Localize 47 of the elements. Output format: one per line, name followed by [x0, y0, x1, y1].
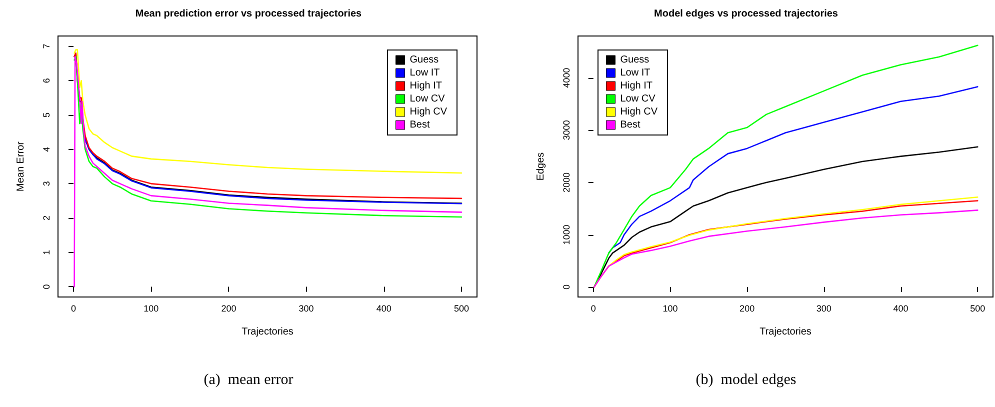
- legend-label: High CV: [410, 106, 448, 118]
- y-tick-label: 3000: [562, 120, 572, 140]
- legend-label: Best: [620, 120, 640, 130]
- legend-label: Best: [410, 120, 430, 130]
- x-tick-label: 400: [376, 304, 392, 314]
- x-tick-label: 200: [221, 304, 236, 314]
- x-tick-label: 0: [590, 304, 596, 314]
- x-axis-title: Trajectories: [760, 326, 812, 338]
- y-tick-label: 4000: [562, 68, 572, 88]
- text: (b) model edges: [694, 372, 798, 389]
- y-tick-label: 0: [42, 284, 52, 290]
- text: (a) mean error: [202, 372, 294, 389]
- legend-label: Low CV: [620, 94, 656, 104]
- chart-title: Mean prediction error vs processed trajectories: [135, 8, 362, 20]
- legend-label: High CV: [620, 106, 658, 118]
- legend-label: Low IT: [410, 68, 440, 78]
- line-series: [74, 49, 462, 174]
- y-tick-label: 5: [42, 112, 52, 118]
- legend-label: Guess: [620, 54, 650, 66]
- legend-label: Low CV: [410, 94, 446, 104]
- y-tick-label: 4: [42, 146, 52, 152]
- legend-label: Guess: [410, 54, 439, 66]
- x-tick-label: 0: [71, 304, 76, 314]
- legend-label: High IT: [410, 80, 442, 92]
- y-tick-label: 0: [562, 284, 572, 290]
- x-axis-title: Trajectories: [242, 326, 294, 338]
- y-axis-title: Mean Error: [16, 140, 26, 192]
- x-tick-label: 500: [970, 304, 986, 314]
- legend-label: High IT: [620, 80, 652, 92]
- y-tick-label: 1: [42, 250, 52, 255]
- line-series: [74, 56, 462, 288]
- chart-title: Model edges vs processed trajectories: [654, 8, 838, 20]
- x-tick-label: 100: [662, 304, 678, 314]
- x-tick-label: 200: [740, 304, 755, 314]
- y-axis-title: Edges: [536, 152, 546, 181]
- x-tick-label: 400: [893, 304, 908, 314]
- x-tick-label: 100: [144, 304, 159, 314]
- y-tick-label: 2000: [562, 172, 572, 192]
- y-tick-label: 3: [42, 181, 52, 186]
- y-tick-label: 2: [42, 216, 52, 221]
- y-tick-label: 1000: [562, 224, 572, 245]
- x-tick-label: 500: [454, 304, 469, 314]
- legend-label: Low IT: [620, 68, 650, 78]
- y-tick-label: 7: [42, 44, 52, 49]
- x-tick-label: 300: [816, 304, 832, 314]
- y-tick-label: 6: [42, 78, 52, 84]
- x-tick-label: 300: [298, 304, 314, 314]
